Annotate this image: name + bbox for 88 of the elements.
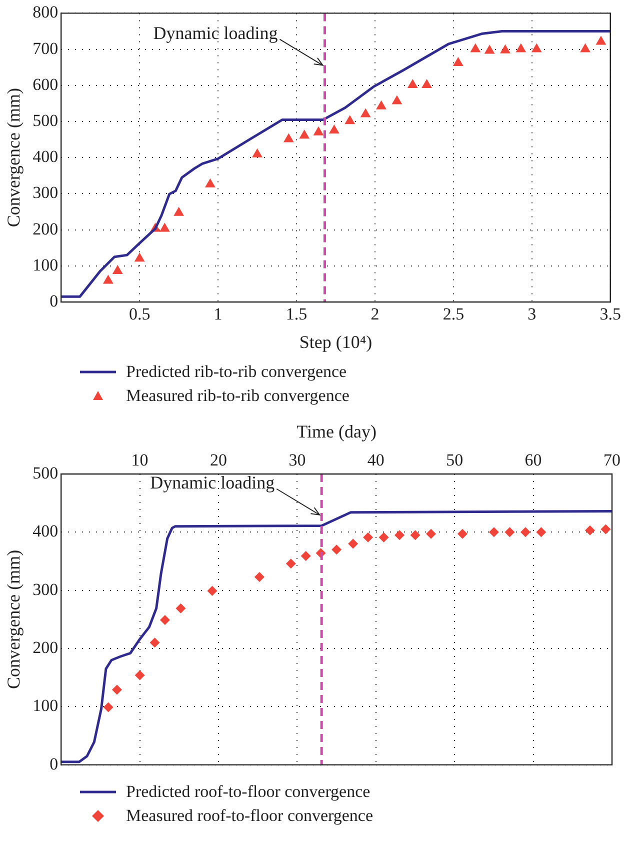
x-tick-label: 40 [367, 450, 384, 470]
x-tick-label: 20 [210, 450, 227, 470]
point [159, 222, 170, 232]
x-tick-label: 1 [214, 304, 222, 324]
point [516, 43, 526, 52]
point [531, 43, 542, 52]
point [102, 274, 114, 284]
point [207, 586, 218, 596]
annotation: Dynamic loading [150, 472, 275, 493]
point [500, 44, 510, 54]
x-tick-label: 3.5 [600, 304, 621, 324]
y-tick-label: 500 [32, 463, 58, 482]
annotation: Dynamic loading [153, 23, 278, 43]
x-tick-label: 10 [131, 450, 148, 470]
y-tick-label: 800 [32, 2, 58, 22]
point [344, 115, 356, 124]
point [252, 148, 262, 158]
y-tick-label: 300 [32, 580, 58, 599]
x-tick-label: 2 [370, 304, 380, 324]
point [360, 108, 371, 118]
point [378, 532, 389, 542]
point [313, 126, 324, 136]
x-tick-label: 70 [604, 450, 620, 470]
y-tick-label: 100 [32, 696, 58, 716]
point [600, 524, 611, 534]
y-tick-label: 500 [32, 110, 58, 130]
x-tick-label: 1.5 [286, 304, 308, 324]
y-tick-label: 400 [32, 522, 58, 541]
y-tick-label: 0 [50, 291, 58, 310]
point [286, 558, 296, 569]
y-tick-label: 700 [32, 38, 58, 58]
y-tick-label: 200 [32, 638, 58, 657]
x-tick-label: 30 [288, 450, 306, 470]
x-tick-label: 50 [446, 450, 464, 470]
point [536, 527, 546, 538]
y-tick-label: 600 [32, 74, 58, 94]
point [300, 551, 311, 562]
point [174, 206, 184, 216]
point [176, 603, 186, 614]
point [332, 544, 342, 555]
point [452, 57, 464, 66]
y-tick-label: 100 [32, 255, 58, 274]
y-axis-title: Convergence (mm) [4, 88, 24, 228]
point [392, 95, 402, 104]
point [134, 252, 145, 262]
point [407, 79, 418, 88]
y-tick-label: 300 [32, 183, 58, 202]
point [160, 614, 170, 625]
y-tick-label: 0 [50, 754, 58, 774]
point [283, 133, 294, 142]
point [520, 527, 530, 538]
point [394, 530, 405, 540]
point [596, 36, 606, 45]
point [410, 530, 420, 540]
point [134, 670, 145, 680]
legend-label: Measured roof-to-floor convergence [126, 806, 374, 826]
point [470, 43, 481, 52]
y-tick-label: 400 [32, 147, 58, 166]
point [457, 528, 468, 539]
point [422, 79, 432, 88]
point [103, 702, 114, 712]
x-axis-title: Step (10⁴) [299, 332, 372, 352]
point [584, 525, 595, 536]
point [348, 538, 358, 549]
point [299, 130, 310, 139]
point [254, 572, 264, 582]
legend-label: Predicted rib-to-rib convergence [126, 362, 347, 382]
legend-label: Predicted roof-to-floor convergence [126, 782, 370, 802]
x-tick-label: 3 [528, 304, 536, 324]
x-tick-label: 60 [524, 450, 542, 470]
y-axis-title: Convergence (mm) [4, 550, 24, 689]
x-tick-label: 2.5 [442, 304, 464, 324]
point [328, 124, 340, 134]
x-axis-title: Time (day) [296, 422, 376, 442]
point [484, 44, 495, 54]
point [426, 528, 436, 539]
point [150, 638, 160, 648]
point [504, 527, 515, 538]
point [112, 684, 122, 695]
point [580, 43, 590, 52]
point [488, 527, 499, 538]
point [376, 100, 386, 110]
point [204, 178, 216, 188]
legend-label: Measured rib-to-rib convergence [126, 386, 350, 406]
y-tick-label: 200 [32, 219, 58, 238]
point [112, 264, 123, 274]
x-tick-label: 0.5 [128, 304, 150, 324]
point [363, 532, 374, 542]
